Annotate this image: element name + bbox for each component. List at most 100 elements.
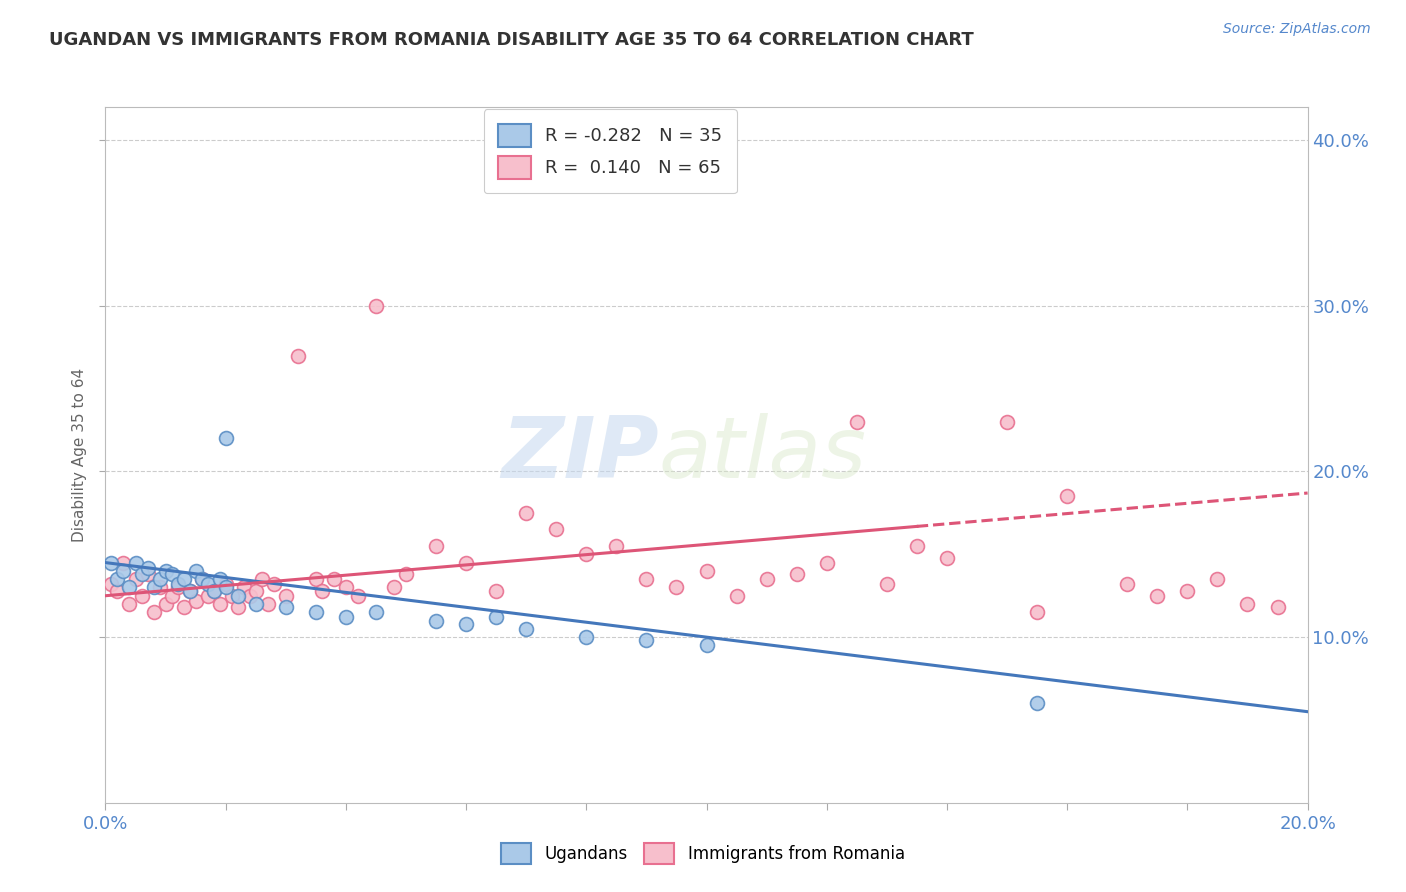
Point bbox=[1175, 583, 1198, 598]
Point bbox=[515, 506, 537, 520]
Point bbox=[166, 581, 188, 595]
Point bbox=[696, 639, 718, 653]
Point bbox=[155, 564, 177, 578]
Point bbox=[118, 581, 141, 595]
Text: UGANDAN VS IMMIGRANTS FROM ROMANIA DISABILITY AGE 35 TO 64 CORRELATION CHART: UGANDAN VS IMMIGRANTS FROM ROMANIA DISAB… bbox=[49, 31, 974, 49]
Text: ZIP: ZIP bbox=[501, 413, 658, 497]
Legend: R = -0.282   N = 35, R =  0.140   N = 65: R = -0.282 N = 35, R = 0.140 N = 65 bbox=[484, 109, 737, 194]
Point bbox=[786, 567, 808, 582]
Point bbox=[250, 572, 273, 586]
Point bbox=[696, 564, 718, 578]
Point bbox=[173, 572, 195, 586]
Point bbox=[311, 583, 333, 598]
Point bbox=[179, 583, 201, 598]
Point bbox=[876, 577, 898, 591]
Point bbox=[845, 415, 868, 429]
Point bbox=[1267, 600, 1289, 615]
Point bbox=[173, 600, 195, 615]
Point bbox=[274, 600, 297, 615]
Point bbox=[202, 583, 225, 598]
Point bbox=[107, 572, 129, 586]
Point bbox=[142, 581, 165, 595]
Text: atlas: atlas bbox=[658, 413, 866, 497]
Point bbox=[936, 550, 959, 565]
Point bbox=[202, 583, 225, 598]
Point bbox=[245, 583, 267, 598]
Point bbox=[124, 556, 146, 570]
Y-axis label: Disability Age 35 to 64: Disability Age 35 to 64 bbox=[72, 368, 87, 542]
Point bbox=[160, 567, 183, 582]
Point bbox=[905, 539, 928, 553]
Point bbox=[131, 589, 153, 603]
Point bbox=[305, 605, 328, 619]
Point bbox=[239, 589, 262, 603]
Point bbox=[214, 431, 236, 445]
Point bbox=[136, 567, 159, 582]
Point bbox=[184, 564, 207, 578]
Point bbox=[245, 597, 267, 611]
Point bbox=[425, 539, 447, 553]
Point bbox=[575, 630, 598, 644]
Point bbox=[208, 572, 231, 586]
Point bbox=[305, 572, 328, 586]
Point bbox=[546, 523, 568, 537]
Legend: Ugandans, Immigrants from Romania: Ugandans, Immigrants from Romania bbox=[495, 837, 911, 871]
Point bbox=[142, 605, 165, 619]
Point bbox=[221, 589, 243, 603]
Point bbox=[160, 589, 183, 603]
Point bbox=[364, 605, 387, 619]
Point bbox=[226, 600, 249, 615]
Point bbox=[636, 572, 658, 586]
Point bbox=[197, 577, 219, 591]
Point bbox=[155, 597, 177, 611]
Point bbox=[118, 597, 141, 611]
Point bbox=[815, 556, 838, 570]
Point bbox=[425, 614, 447, 628]
Point bbox=[208, 597, 231, 611]
Point bbox=[136, 560, 159, 574]
Point bbox=[256, 597, 278, 611]
Point bbox=[364, 299, 387, 313]
Point bbox=[1236, 597, 1258, 611]
Point bbox=[515, 622, 537, 636]
Point bbox=[995, 415, 1018, 429]
Point bbox=[485, 610, 508, 624]
Point bbox=[665, 581, 688, 595]
Point bbox=[485, 583, 508, 598]
Point bbox=[112, 556, 135, 570]
Point bbox=[131, 567, 153, 582]
Point bbox=[214, 577, 236, 591]
Point bbox=[179, 583, 201, 598]
Point bbox=[226, 589, 249, 603]
Point bbox=[100, 577, 122, 591]
Point bbox=[575, 547, 598, 561]
Point bbox=[395, 567, 418, 582]
Point bbox=[454, 616, 477, 631]
Point bbox=[605, 539, 627, 553]
Point bbox=[1146, 589, 1168, 603]
Point bbox=[1206, 572, 1229, 586]
Point bbox=[124, 572, 146, 586]
Point bbox=[1026, 605, 1049, 619]
Point bbox=[274, 589, 297, 603]
Point bbox=[148, 572, 170, 586]
Point bbox=[190, 572, 212, 586]
Point bbox=[1116, 577, 1139, 591]
Point bbox=[100, 556, 122, 570]
Point bbox=[382, 581, 405, 595]
Point bbox=[190, 572, 212, 586]
Point bbox=[636, 633, 658, 648]
Point bbox=[335, 581, 357, 595]
Point bbox=[454, 556, 477, 570]
Point bbox=[1026, 697, 1049, 711]
Point bbox=[148, 581, 170, 595]
Point bbox=[263, 577, 285, 591]
Point bbox=[725, 589, 748, 603]
Point bbox=[232, 581, 254, 595]
Point bbox=[184, 593, 207, 607]
Text: Source: ZipAtlas.com: Source: ZipAtlas.com bbox=[1223, 22, 1371, 37]
Point bbox=[214, 581, 236, 595]
Point bbox=[107, 583, 129, 598]
Point bbox=[197, 589, 219, 603]
Point bbox=[755, 572, 778, 586]
